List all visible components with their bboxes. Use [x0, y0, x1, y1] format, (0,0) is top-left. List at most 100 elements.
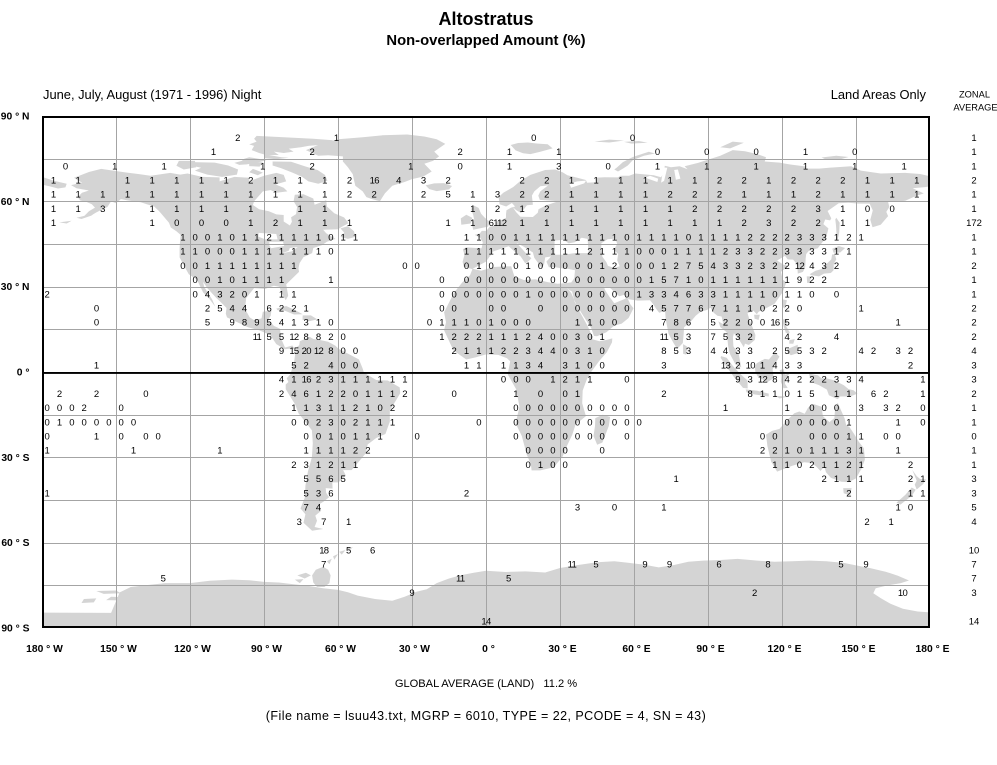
- svg-text:1: 1: [199, 204, 204, 215]
- svg-text:2: 2: [353, 417, 358, 428]
- svg-text:3: 3: [816, 204, 821, 215]
- svg-text:1: 1: [45, 488, 50, 499]
- svg-text:2: 2: [797, 332, 802, 343]
- svg-text:5: 5: [661, 304, 666, 315]
- svg-text:0: 0: [119, 403, 124, 414]
- svg-text:1: 1: [971, 275, 976, 286]
- svg-text:3: 3: [896, 346, 901, 357]
- svg-text:1: 1: [791, 190, 796, 201]
- svg-text:1: 1: [513, 332, 518, 343]
- svg-text:0: 0: [785, 389, 790, 400]
- svg-text:2: 2: [797, 375, 802, 386]
- svg-text:2: 2: [822, 346, 827, 357]
- svg-text:0: 0: [563, 446, 568, 457]
- svg-text:7: 7: [321, 560, 326, 571]
- svg-text:0: 0: [587, 360, 592, 371]
- svg-text:0: 0: [353, 346, 358, 357]
- svg-text:2: 2: [748, 261, 753, 272]
- svg-text:4: 4: [279, 375, 284, 386]
- svg-text:3: 3: [735, 247, 740, 258]
- svg-text:0: 0: [612, 403, 617, 414]
- svg-text:2: 2: [365, 446, 370, 457]
- svg-text:1: 1: [464, 232, 469, 243]
- svg-text:2: 2: [760, 247, 765, 258]
- svg-text:2: 2: [971, 176, 976, 187]
- svg-text:1: 1: [526, 232, 531, 243]
- svg-text:1: 1: [267, 275, 272, 286]
- svg-text:5: 5: [506, 574, 511, 585]
- svg-text:0: 0: [476, 275, 481, 286]
- svg-text:2: 2: [971, 304, 976, 315]
- svg-text:2: 2: [501, 346, 506, 357]
- svg-text:1: 1: [217, 261, 222, 272]
- svg-text:1: 1: [544, 218, 549, 229]
- svg-text:1: 1: [513, 247, 518, 258]
- svg-text:1: 1: [365, 389, 370, 400]
- svg-text:1: 1: [408, 161, 413, 172]
- svg-text:1: 1: [328, 403, 333, 414]
- svg-text:8: 8: [661, 346, 666, 357]
- svg-text:9: 9: [642, 560, 647, 571]
- svg-text:1: 1: [248, 218, 253, 229]
- svg-text:1: 1: [698, 247, 703, 258]
- svg-text:4: 4: [834, 332, 839, 343]
- svg-text:0: 0: [550, 403, 555, 414]
- svg-text:1: 1: [600, 247, 605, 258]
- svg-text:5: 5: [304, 474, 309, 485]
- svg-text:2: 2: [772, 232, 777, 243]
- svg-text:3: 3: [421, 176, 426, 187]
- svg-text:0: 0: [119, 432, 124, 443]
- svg-text:9: 9: [254, 318, 259, 329]
- svg-text:8: 8: [304, 332, 309, 343]
- svg-text:2: 2: [717, 190, 722, 201]
- svg-text:1: 1: [550, 232, 555, 243]
- svg-text:1: 1: [279, 261, 284, 272]
- svg-text:1: 1: [735, 289, 740, 300]
- svg-text:1: 1: [316, 232, 321, 243]
- svg-text:4: 4: [538, 332, 543, 343]
- svg-text:1: 1: [452, 318, 457, 329]
- svg-text:1: 1: [649, 275, 654, 286]
- svg-text:14: 14: [481, 616, 491, 627]
- svg-text:0: 0: [45, 417, 50, 428]
- svg-text:1: 1: [526, 261, 531, 272]
- svg-text:0: 0: [538, 403, 543, 414]
- svg-text:1: 1: [674, 232, 679, 243]
- svg-text:60 ° N: 60 ° N: [1, 197, 30, 208]
- svg-text:0: 0: [143, 432, 148, 443]
- svg-text:1: 1: [971, 403, 976, 414]
- svg-text:2: 2: [316, 375, 321, 386]
- svg-text:0: 0: [489, 261, 494, 272]
- svg-text:0: 0: [464, 261, 469, 272]
- svg-text:0: 0: [230, 275, 235, 286]
- svg-text:1: 1: [538, 247, 543, 258]
- svg-text:2: 2: [668, 190, 673, 201]
- svg-text:0: 0: [501, 318, 506, 329]
- svg-text:1: 1: [723, 275, 728, 286]
- svg-text:1: 1: [834, 460, 839, 471]
- svg-text:0: 0: [587, 403, 592, 414]
- svg-text:0: 0: [637, 275, 642, 286]
- svg-text:0: 0: [94, 417, 99, 428]
- svg-text:2: 2: [452, 332, 457, 343]
- svg-text:2: 2: [752, 588, 757, 599]
- svg-text:0: 0: [600, 417, 605, 428]
- svg-text:1: 1: [242, 275, 247, 286]
- svg-text:2: 2: [267, 232, 272, 243]
- svg-text:0: 0: [563, 289, 568, 300]
- svg-text:0: 0: [439, 275, 444, 286]
- svg-text:6: 6: [716, 560, 721, 571]
- svg-text:1: 1: [594, 218, 599, 229]
- svg-text:1: 1: [501, 332, 506, 343]
- svg-text:0: 0: [890, 204, 895, 215]
- svg-text:1: 1: [390, 375, 395, 386]
- svg-text:30 ° N: 30 ° N: [1, 282, 30, 293]
- svg-text:1: 1: [575, 232, 580, 243]
- svg-text:1: 1: [322, 190, 327, 201]
- svg-text:0: 0: [328, 232, 333, 243]
- svg-text:0: 0: [526, 446, 531, 457]
- svg-text:1: 1: [476, 247, 481, 258]
- svg-text:0: 0: [612, 275, 617, 286]
- svg-text:2: 2: [248, 176, 253, 187]
- svg-text:1: 1: [661, 503, 666, 514]
